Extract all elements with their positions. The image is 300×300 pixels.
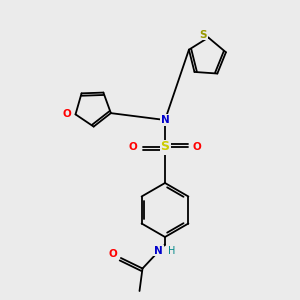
Text: H: H (168, 245, 175, 256)
Text: N: N (154, 245, 163, 256)
Text: O: O (108, 249, 117, 260)
Text: S: S (199, 29, 207, 40)
Text: O: O (128, 142, 137, 152)
Text: O: O (193, 142, 202, 152)
Text: S: S (160, 140, 169, 154)
Text: O: O (63, 110, 71, 119)
Text: N: N (160, 115, 169, 125)
